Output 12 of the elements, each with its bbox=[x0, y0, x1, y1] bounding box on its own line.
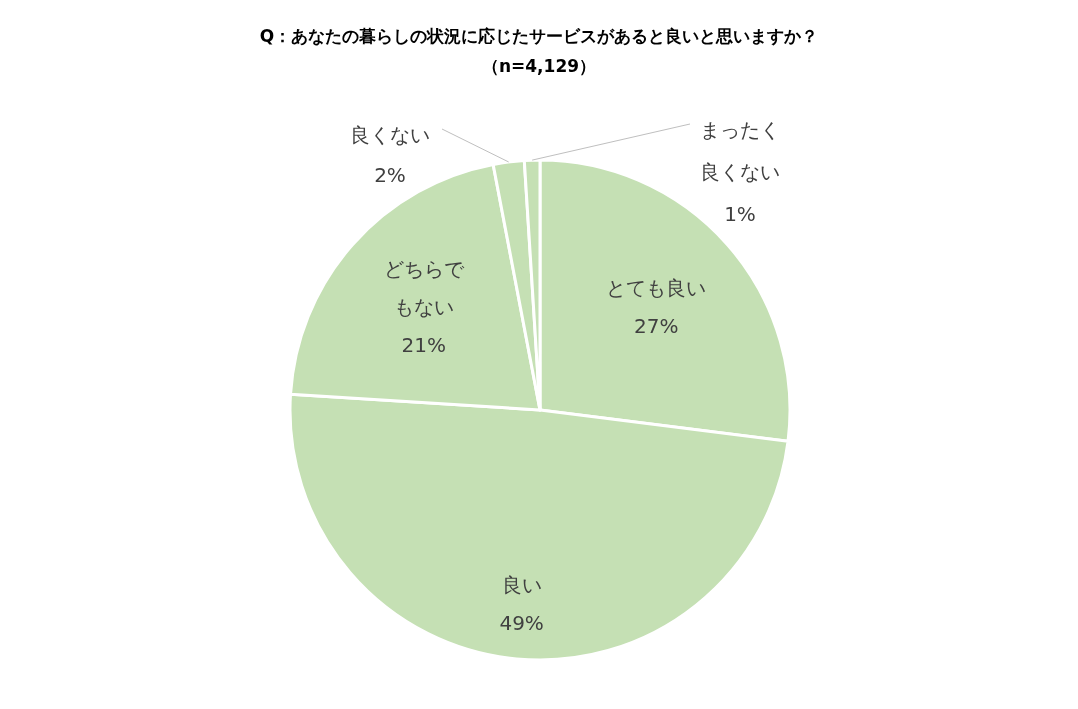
slice-label: 良い bbox=[501, 573, 542, 598]
chart-title: Q：あなたの暮らしの状況に応じたサービスがあると良いと思いますか？ bbox=[259, 26, 819, 46]
data-label: 2% bbox=[374, 163, 406, 187]
slice-label: とても良い bbox=[606, 276, 707, 301]
slice-label: どちらでもない bbox=[383, 257, 465, 320]
slice-label: まったく良くない bbox=[700, 118, 780, 184]
data-label: 1% bbox=[724, 202, 756, 226]
slice-label: 良くない bbox=[350, 123, 430, 147]
chart-subtitle: （n=4,129） bbox=[481, 56, 597, 76]
data-label: 49% bbox=[499, 611, 544, 636]
data-label: 21% bbox=[401, 333, 446, 358]
data-label: 27% bbox=[634, 314, 679, 339]
